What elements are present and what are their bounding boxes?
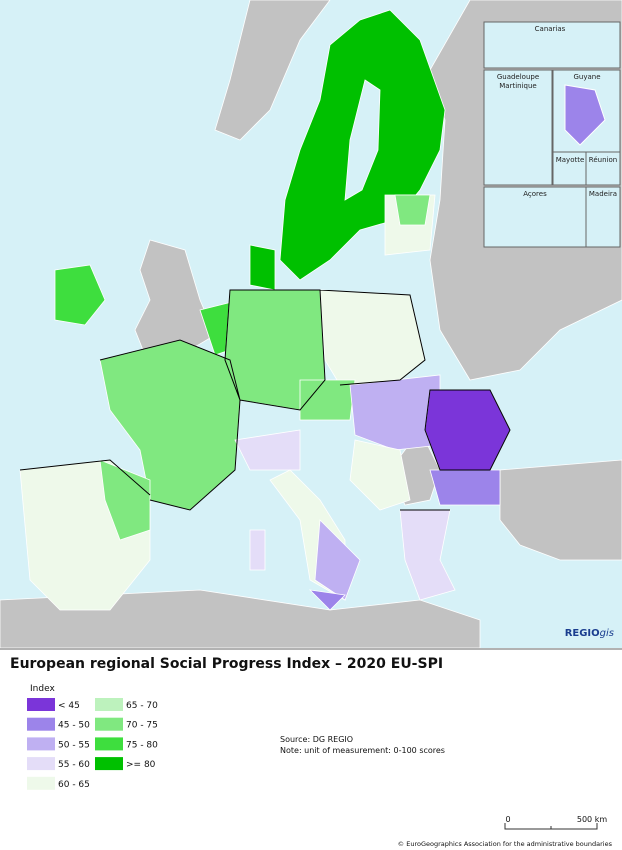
scale-start: 0 xyxy=(505,815,510,824)
inset-label: Réunion xyxy=(589,156,617,164)
legend-label: 50 - 55 xyxy=(58,740,90,750)
scale-bar xyxy=(504,823,598,830)
legend-label: 55 - 60 xyxy=(58,760,90,770)
legend-swatch xyxy=(27,737,55,751)
legend-swatch xyxy=(95,717,123,731)
guyane-shape xyxy=(564,84,606,146)
brand-italic: gis xyxy=(600,628,614,639)
insets xyxy=(483,21,621,248)
legend-label: 65 - 70 xyxy=(126,701,158,711)
inset-label: Guyane xyxy=(573,73,600,81)
inset-label: Martinique xyxy=(499,82,536,90)
inset-label: Açores xyxy=(523,190,547,198)
legend-swatch xyxy=(95,757,123,771)
copyright: © EuroGeographics Association for the ad… xyxy=(398,840,613,848)
legend-label: >= 80 xyxy=(126,760,156,770)
inset-label: Canarias xyxy=(535,25,566,33)
legend-label: 70 - 75 xyxy=(126,721,158,731)
legend-title: Index xyxy=(30,684,55,694)
legend-swatch xyxy=(95,737,123,751)
legend-swatch xyxy=(95,698,123,711)
legend-label: 75 - 80 xyxy=(126,740,158,750)
eu-regions xyxy=(19,9,511,611)
legend-swatch xyxy=(27,776,55,790)
inset-label: Madeira xyxy=(589,190,617,198)
source: Source: DG REGIO xyxy=(280,735,353,744)
country-borders xyxy=(19,289,511,511)
title: European regional Social Progress Index … xyxy=(10,656,443,672)
legend-label: 45 - 50 xyxy=(58,721,90,731)
inset-label: Guadeloupe xyxy=(497,73,539,81)
note: Note: unit of measurement: 0-100 scores xyxy=(280,746,445,755)
brand: REGIOgis xyxy=(565,628,614,639)
legend-label: < 45 xyxy=(58,701,80,711)
legend-swatch xyxy=(27,757,55,771)
legend-swatch xyxy=(27,717,55,731)
scale-end: 500 km xyxy=(577,815,607,824)
legend-label: 60 - 65 xyxy=(58,780,90,790)
legend: < 45 45 - 50 50 - 55 55 - 60 60 - 65 65 - 70 7… xyxy=(27,698,158,790)
brand-bold: REGIO xyxy=(565,628,600,639)
inset-label: Mayotte xyxy=(556,156,585,164)
legend-swatch xyxy=(27,698,55,711)
